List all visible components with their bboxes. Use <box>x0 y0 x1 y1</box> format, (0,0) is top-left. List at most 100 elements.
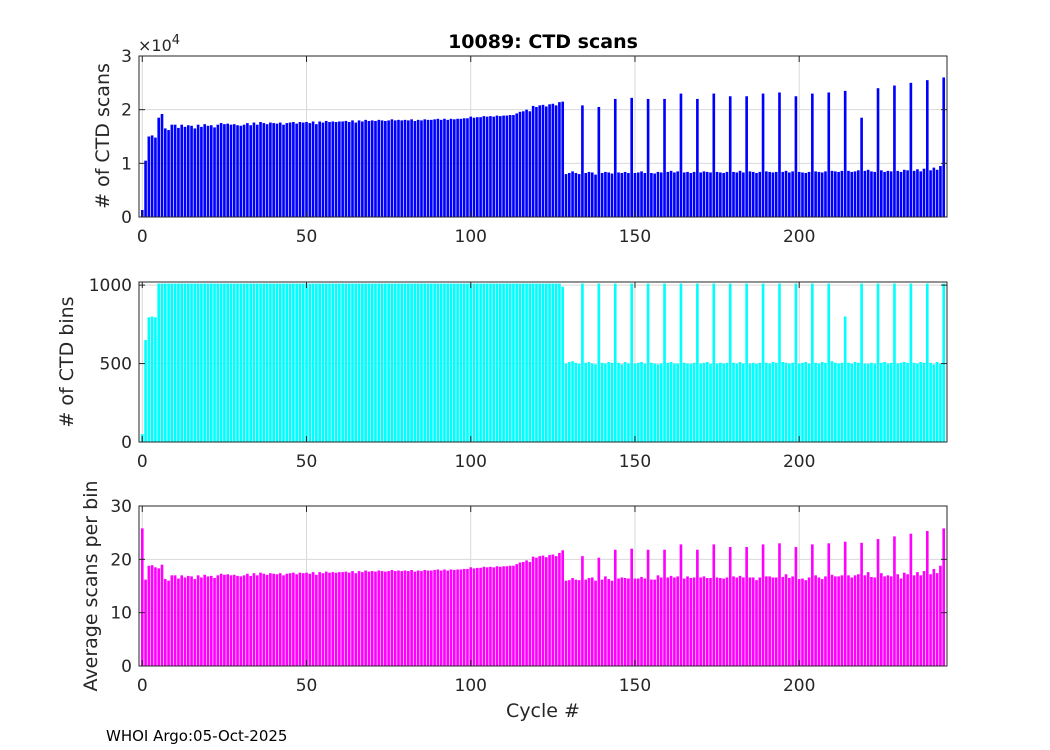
bar <box>667 172 670 217</box>
bar <box>351 284 354 442</box>
bar <box>555 284 558 442</box>
bar <box>880 170 883 217</box>
bar <box>532 106 535 217</box>
bar <box>384 572 387 666</box>
bar <box>180 575 183 666</box>
bar <box>512 566 515 666</box>
bar <box>144 161 147 217</box>
bar <box>827 543 830 666</box>
bar <box>591 364 594 442</box>
bar <box>391 284 394 442</box>
bar <box>798 579 801 666</box>
bar <box>308 123 311 217</box>
bar <box>397 284 400 442</box>
bar <box>647 99 650 217</box>
bar <box>144 340 147 442</box>
bar <box>371 120 374 217</box>
bar <box>338 121 341 217</box>
bar <box>456 569 459 666</box>
bar <box>900 172 903 217</box>
bar <box>630 98 633 217</box>
bar <box>460 119 463 217</box>
bar <box>811 94 814 217</box>
bar <box>765 576 768 666</box>
bar <box>785 574 788 666</box>
bar <box>647 284 650 442</box>
bar <box>686 364 689 442</box>
bar <box>361 121 364 217</box>
bar <box>312 572 315 666</box>
bar <box>253 284 256 442</box>
x-tick-label: 200 <box>783 227 815 247</box>
bar <box>446 571 449 666</box>
bar <box>226 124 229 217</box>
bar <box>604 576 607 666</box>
bar <box>269 123 272 217</box>
bar <box>910 284 913 442</box>
bar <box>598 558 601 666</box>
bar <box>647 550 650 666</box>
bar <box>354 123 357 217</box>
bar <box>532 557 535 666</box>
bar <box>246 284 249 442</box>
bar <box>496 566 499 666</box>
bar <box>883 172 886 217</box>
bar <box>305 573 308 666</box>
bar <box>384 121 387 217</box>
bar <box>890 171 893 217</box>
bar <box>808 172 811 217</box>
bar <box>213 127 216 217</box>
bar <box>798 172 801 217</box>
bar <box>174 575 177 666</box>
bar <box>887 364 890 442</box>
bar <box>259 573 262 666</box>
bar <box>345 284 348 442</box>
bar <box>867 364 870 442</box>
bar <box>315 575 318 666</box>
bar <box>292 573 295 666</box>
bar <box>489 116 492 217</box>
bar <box>492 284 495 442</box>
bar <box>427 120 430 217</box>
bar <box>634 364 637 442</box>
bar <box>663 99 666 217</box>
x-tick-label: 50 <box>296 452 318 472</box>
bar <box>926 284 929 442</box>
bar <box>515 113 518 217</box>
bar <box>325 121 328 217</box>
bar <box>243 575 246 666</box>
bar <box>834 576 837 666</box>
bar <box>394 284 397 442</box>
bar <box>502 116 505 217</box>
bar <box>483 116 486 217</box>
y-tick-label: 0 <box>121 657 132 677</box>
bar <box>414 572 417 666</box>
bar <box>207 126 210 217</box>
bar <box>223 124 226 217</box>
bar <box>164 128 167 217</box>
bar <box>752 363 755 442</box>
bar <box>824 363 827 442</box>
bar <box>722 173 725 217</box>
bar <box>611 174 614 217</box>
bar <box>624 362 627 442</box>
bar <box>200 127 203 217</box>
bar <box>722 579 725 666</box>
bar <box>263 123 266 217</box>
bar <box>850 364 853 442</box>
bar <box>765 171 768 217</box>
bar <box>772 172 775 217</box>
bar <box>312 121 315 217</box>
bar <box>588 362 591 442</box>
bar <box>190 284 193 442</box>
bar <box>354 284 357 442</box>
bar <box>653 580 656 666</box>
bar <box>423 284 426 442</box>
x-axis-label: Cycle # <box>506 700 580 722</box>
bar <box>772 577 775 666</box>
bar <box>305 284 308 442</box>
bar <box>509 115 512 217</box>
bar <box>341 572 344 666</box>
bar <box>624 172 627 217</box>
bar <box>456 284 459 442</box>
